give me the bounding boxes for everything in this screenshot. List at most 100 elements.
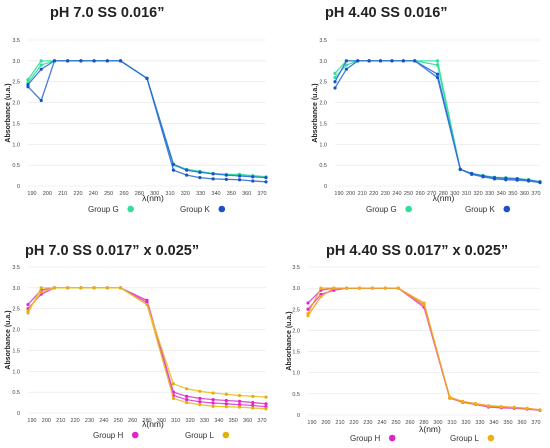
data-point	[66, 59, 70, 63]
x-tick-label: 310	[171, 418, 180, 424]
x-tick-label: 300	[450, 191, 459, 197]
y-tick-label: 3.5	[12, 38, 20, 44]
data-point	[264, 407, 268, 411]
x-tick-label: 200	[43, 191, 52, 197]
data-point	[52, 59, 57, 63]
y-tick-label: 1.5	[12, 348, 20, 354]
data-point	[333, 80, 337, 84]
data-point	[504, 176, 508, 181]
legend-marker	[222, 431, 230, 439]
data-point	[185, 168, 189, 172]
x-tick-label: 230	[85, 418, 94, 424]
x-tick-label: 240	[89, 191, 98, 197]
data-point	[39, 59, 43, 63]
data-point	[145, 76, 149, 80]
data-point	[224, 398, 228, 403]
x-tick-label: 340	[211, 191, 220, 197]
data-point	[237, 403, 242, 407]
data-point	[211, 172, 215, 176]
data-point	[486, 404, 491, 408]
y-tick-label: 0.5	[12, 163, 20, 169]
data-point	[319, 295, 323, 299]
legend-label: Group L	[185, 431, 214, 440]
data-point	[185, 173, 189, 177]
x-axis-label: λ(nm)	[142, 419, 164, 429]
x-tick-label: 210	[58, 191, 67, 197]
y-tick-label: 1.0	[292, 371, 300, 377]
data-point	[251, 403, 255, 408]
x-tick-label: 260	[416, 191, 425, 197]
x-tick-label: 300	[150, 191, 159, 197]
chart-panel-1: pH 7.0 SS 0.016” 0 0.5 1.0 1.5 2.0 2.5 3.0 3.5 19…	[5, 5, 268, 214]
data-point	[319, 286, 323, 290]
data-point	[332, 286, 336, 290]
x-tick-label: 340	[497, 191, 506, 197]
data-point	[333, 75, 337, 80]
data-point	[306, 307, 310, 311]
x-axis-label: λ(nm)	[142, 193, 164, 203]
data-point	[39, 290, 43, 294]
data-point	[79, 59, 83, 63]
data-point	[79, 286, 83, 290]
y-tick-label: 1.0	[12, 369, 20, 375]
x-tick-label: 320	[186, 418, 195, 424]
data-point	[435, 72, 440, 76]
chart-panel-4: pH 4.40 SS 0.017” x 0.025” 0 0.5 1.0 1.5 2.0 2…	[286, 243, 542, 443]
y-tick-label: 3.5	[319, 38, 327, 44]
x-tick-label: 300	[433, 420, 442, 426]
legend-label: Group H	[93, 431, 123, 440]
data-point	[356, 59, 360, 63]
y-tick-label: 3.0	[12, 59, 20, 65]
x-tick-label: 340	[214, 418, 223, 424]
x-tick-label: 300	[157, 418, 166, 424]
x-tick-label: 310	[165, 191, 174, 197]
data-point	[435, 75, 440, 80]
data-point	[185, 387, 189, 391]
legend-label: Group H	[350, 434, 380, 443]
x-tick-label: 280	[142, 418, 151, 424]
data-point	[492, 176, 497, 180]
data-point	[435, 63, 440, 67]
data-point	[185, 394, 189, 398]
data-point	[525, 406, 529, 410]
y-tick-label: 0	[297, 413, 300, 419]
data-point	[458, 167, 462, 171]
data-point	[251, 394, 255, 398]
x-tick-label: 260	[119, 191, 128, 197]
data-point	[224, 177, 228, 181]
y-tick-label: 1.5	[12, 121, 20, 127]
x-tick-label: 190	[334, 191, 343, 197]
y-tick-label: 1.5	[319, 121, 327, 127]
chart-title: pH 7.0 SS 0.017” x 0.025”	[25, 243, 199, 259]
y-tick-label: 0.5	[319, 163, 327, 169]
x-tick-label: 360	[517, 420, 526, 426]
data-point	[344, 63, 348, 67]
x-tick-label: 310	[462, 191, 471, 197]
x-tick-label: 280	[439, 191, 448, 197]
legend-marker	[503, 205, 511, 213]
data-point	[211, 177, 215, 181]
y-tick-label: 0	[17, 411, 20, 417]
data-point	[224, 173, 228, 177]
y-tick-label: 2.0	[292, 328, 300, 334]
data-point	[211, 404, 215, 408]
data-point	[357, 286, 362, 290]
data-point	[237, 174, 242, 178]
data-point	[251, 179, 255, 183]
x-tick-label: 370	[531, 191, 540, 197]
data-point	[345, 286, 349, 290]
legend-label: Group G	[366, 205, 397, 214]
y-tick-label: 2.5	[319, 80, 327, 86]
x-tick-label: 330	[485, 191, 494, 197]
x-tick-label: 320	[181, 191, 190, 197]
data-point	[224, 392, 228, 396]
data-point	[344, 59, 348, 63]
chart-title: pH 4.40 SS 0.017” x 0.025”	[326, 243, 508, 259]
data-point	[378, 59, 383, 63]
y-tick-label: 0.5	[12, 390, 20, 396]
x-tick-label: 280	[419, 420, 428, 426]
x-axis-label: λ(nm)	[433, 193, 455, 203]
data-point	[185, 398, 189, 402]
data-point	[538, 408, 542, 412]
x-tick-label: 370	[257, 418, 266, 424]
